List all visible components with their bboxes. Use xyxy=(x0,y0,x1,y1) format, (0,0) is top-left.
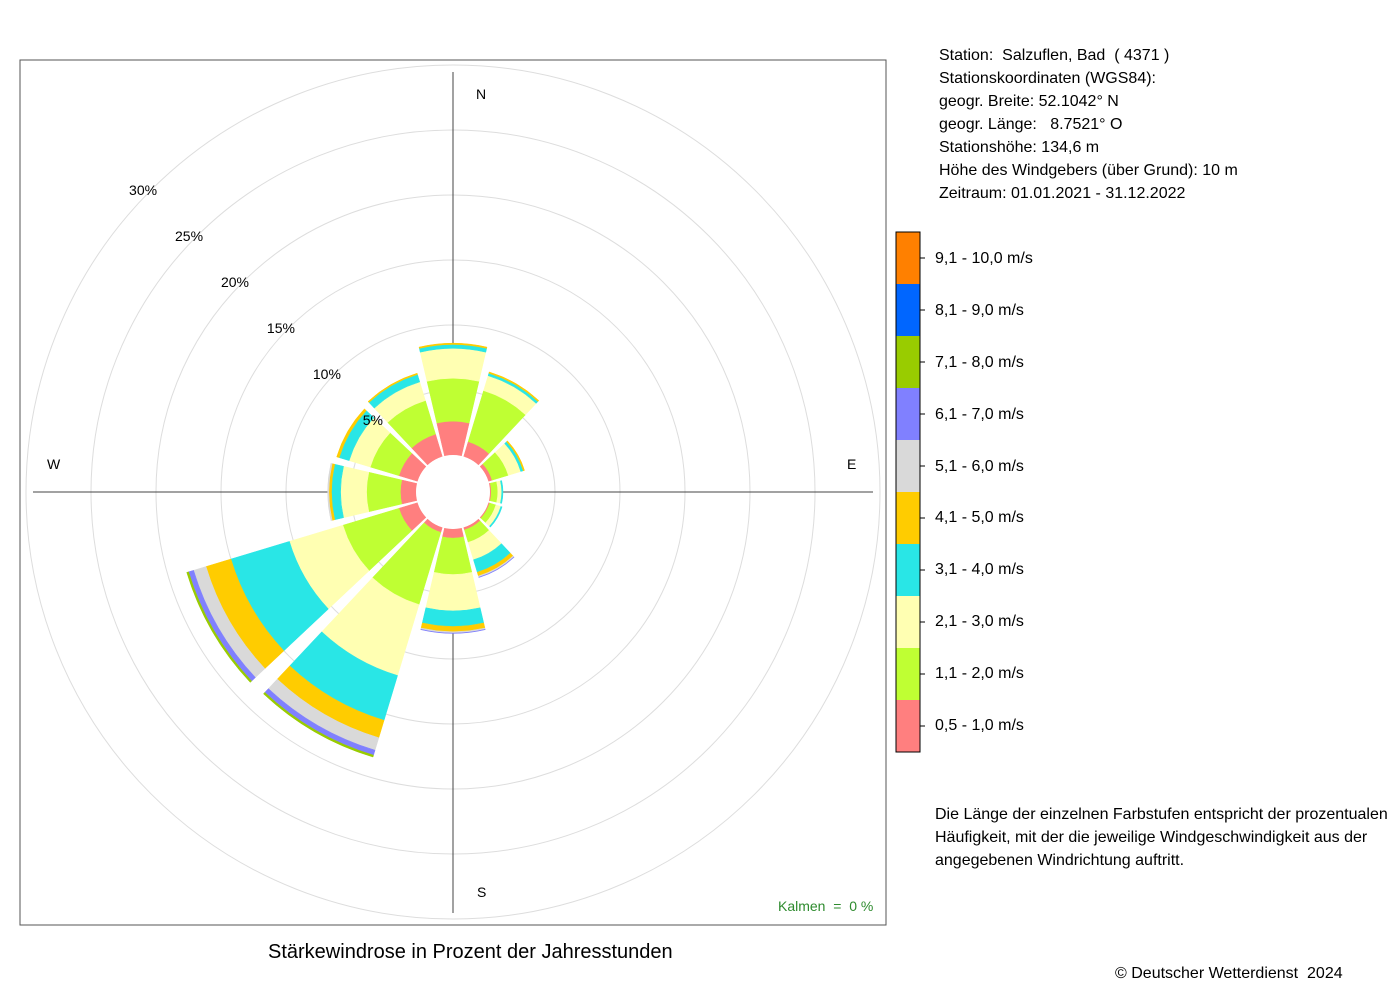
wedge-segment xyxy=(489,506,503,528)
anemometer-height: Höhe des Windgebers (über Grund): 10 m xyxy=(939,162,1238,179)
chart-title: Stärkewindrose in Prozent der Jahresstun… xyxy=(268,941,673,963)
legend-swatch xyxy=(896,700,920,752)
legend-colorbar xyxy=(895,231,925,753)
compass-north: N xyxy=(476,86,487,102)
copyright-notice: © Deutscher Wetterdienst 2024 xyxy=(1115,965,1343,982)
legend-label: 1,1 - 2,0 m/s xyxy=(935,665,1024,682)
compass-east: E xyxy=(847,456,857,472)
legend-swatch xyxy=(896,232,920,284)
legend-label: 7,1 - 8,0 m/s xyxy=(935,354,1024,371)
legend-swatch xyxy=(896,336,920,388)
ring-labels: 5% 10% 15% 20% 25% 30% xyxy=(129,182,383,428)
ring-label: 5% xyxy=(363,412,383,428)
explanation-note: Die Länge der einzelnen Farbstufen entsp… xyxy=(935,806,1388,869)
legend-swatch xyxy=(896,284,920,336)
wedge-segment xyxy=(478,556,515,578)
wedge-segment xyxy=(436,421,470,457)
legend-swatch xyxy=(896,388,920,440)
wedge-segment xyxy=(442,527,464,539)
legend-frame xyxy=(895,231,921,753)
wedge-segment xyxy=(336,408,367,458)
wedge-segment xyxy=(500,480,504,504)
wedge-segment xyxy=(419,348,487,382)
wedge-segment xyxy=(425,572,481,612)
ring-label: 20% xyxy=(221,274,249,290)
legend-label: 4,1 - 5,0 m/s xyxy=(935,509,1024,526)
station-longitude: geogr. Länge: 8.7521° O xyxy=(939,116,1123,133)
wedge-segment xyxy=(420,628,486,634)
legend-label: 8,1 - 9,0 m/s xyxy=(935,302,1024,319)
ring-label: 25% xyxy=(175,228,203,244)
wedge-segment xyxy=(367,372,418,403)
wedge-segment xyxy=(418,343,488,349)
compass-south: S xyxy=(477,884,487,900)
ring-label: 15% xyxy=(267,320,295,336)
legend-label: 5,1 - 6,0 m/s xyxy=(935,458,1024,475)
station-elevation: Stationshöhe: 134,6 m xyxy=(939,139,1100,156)
station-latitude: geogr. Breite: 52.1042° N xyxy=(939,93,1119,110)
ring-label: 10% xyxy=(313,366,341,382)
plot-frame xyxy=(19,59,887,926)
wedge-segment xyxy=(186,571,253,683)
wedge-segment xyxy=(488,371,540,402)
legend-swatch xyxy=(896,596,920,648)
legend-swatch xyxy=(896,440,920,492)
wind-sectors xyxy=(186,343,540,758)
wedge-segment xyxy=(366,471,403,513)
legend-label: 2,1 - 3,0 m/s xyxy=(935,613,1024,630)
wedge-segment xyxy=(433,536,473,575)
station-info: Station: Salzuflen, Bad ( 4371 ) Station… xyxy=(939,44,1238,205)
wedge-segment xyxy=(340,466,370,518)
legend-label: 0,5 - 1,0 m/s xyxy=(935,717,1024,734)
wedge-segment xyxy=(489,481,499,503)
ring-label: 30% xyxy=(129,182,157,198)
legend-swatch xyxy=(896,648,920,700)
station-coordinates-title: Stationskoordinaten (WGS84): xyxy=(939,70,1156,87)
center-hole xyxy=(416,455,490,529)
legend-swatch xyxy=(896,492,920,544)
legend-label: 9,1 - 10,0 m/s xyxy=(935,250,1033,267)
legend-label: 6,1 - 7,0 m/s xyxy=(935,406,1024,423)
wedge-segment xyxy=(263,692,374,758)
compass-west: W xyxy=(47,456,61,472)
legend-swatch xyxy=(896,544,920,596)
wedge-segment xyxy=(327,463,333,521)
legend-label: 3,1 - 4,0 m/s xyxy=(935,561,1024,578)
calm-label: Kalmen = 0 % xyxy=(778,898,874,914)
wedge-segment xyxy=(426,378,480,424)
wedge-segment xyxy=(400,479,418,505)
station-name: Station: Salzuflen, Bad ( 4371 ) xyxy=(939,47,1170,64)
grid-ring xyxy=(25,64,881,920)
wedge-segment xyxy=(506,440,525,472)
time-period: Zeitraum: 01.01.2021 - 31.12.2022 xyxy=(939,185,1186,202)
